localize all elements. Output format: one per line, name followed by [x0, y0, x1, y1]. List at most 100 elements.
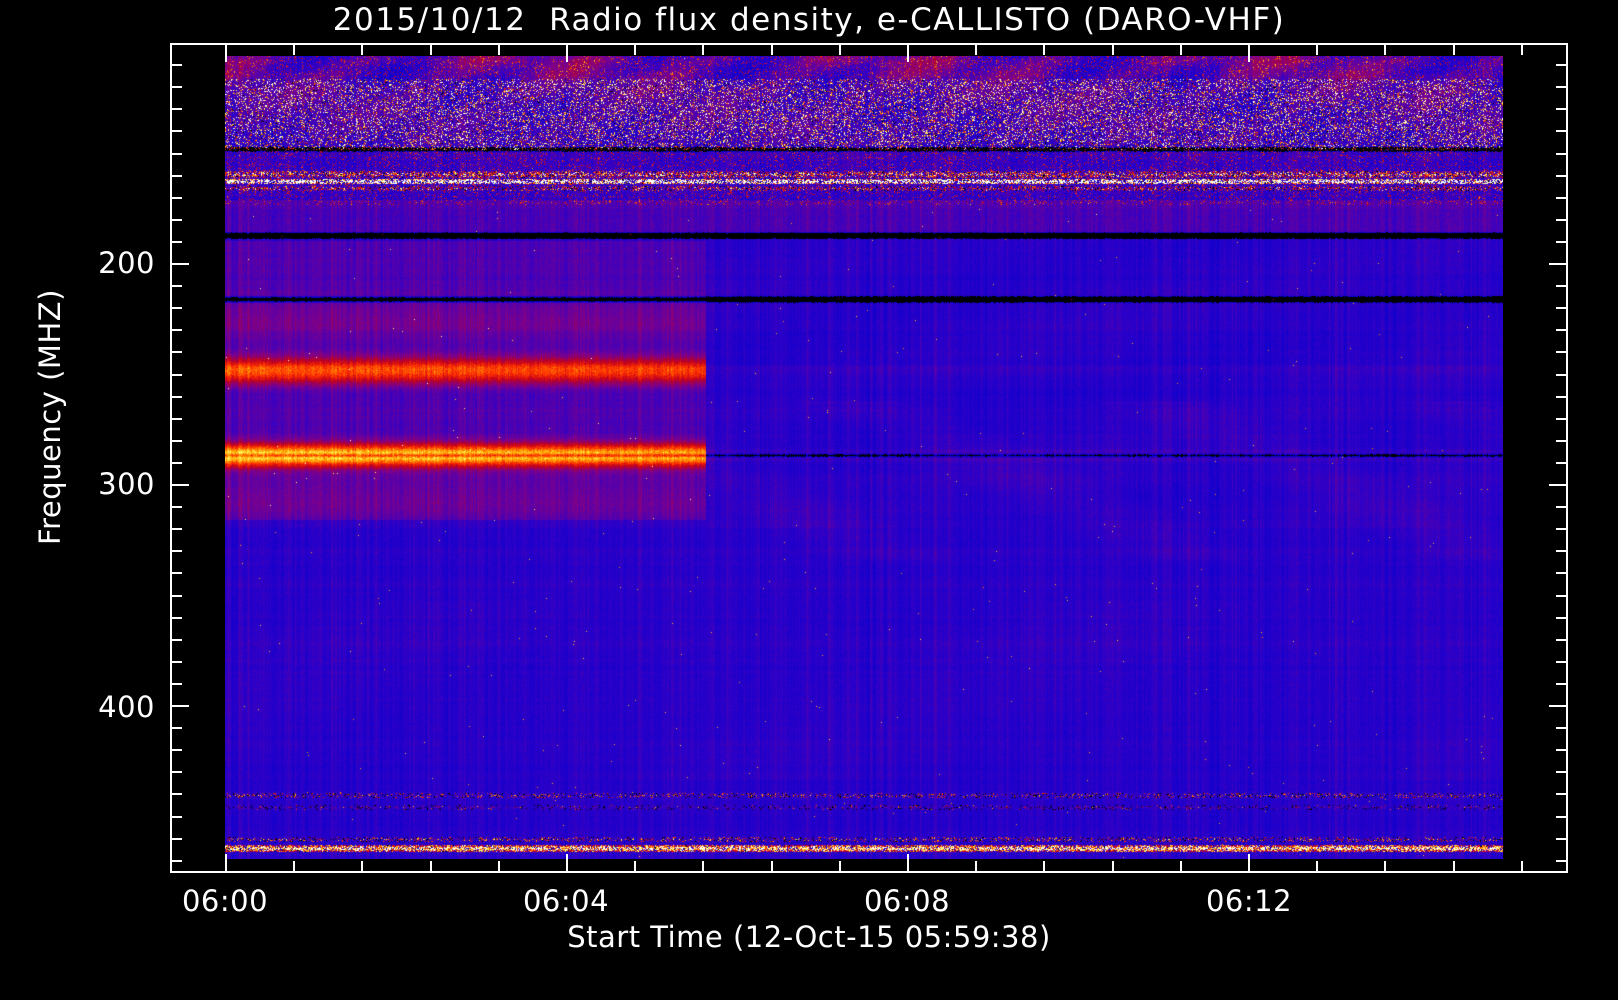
y-tick — [1556, 307, 1567, 309]
x-tick — [430, 44, 432, 55]
y-tick — [1556, 683, 1567, 685]
x-tick — [1453, 861, 1455, 872]
y-tick — [171, 64, 182, 66]
x-tick — [839, 44, 841, 55]
y-tick — [1556, 639, 1567, 641]
y-tick — [1556, 727, 1567, 729]
spectrogram-canvas — [225, 56, 1503, 859]
y-tick — [1556, 396, 1567, 398]
y-tick — [1556, 595, 1567, 597]
y-tick — [171, 153, 182, 155]
y-tick — [1556, 418, 1567, 420]
y-tick — [171, 771, 182, 773]
x-tick — [1043, 44, 1045, 55]
y-tick — [171, 374, 182, 376]
x-tick — [225, 854, 227, 872]
x-tick — [975, 861, 977, 872]
y-tick-label: 200 — [98, 246, 155, 280]
y-tick — [1556, 838, 1567, 840]
y-tick — [171, 263, 189, 265]
y-tick — [1556, 550, 1567, 552]
y-tick — [1556, 440, 1567, 442]
x-tick — [566, 44, 568, 62]
y-tick — [1556, 661, 1567, 663]
y-tick — [171, 396, 182, 398]
chart-title: 2015/10/12 Radio flux density, e-CALLIST… — [332, 2, 1286, 38]
y-tick — [1556, 374, 1567, 376]
y-tick — [171, 550, 182, 552]
x-tick-label: 06:12 — [1205, 884, 1293, 918]
x-tick — [634, 44, 636, 55]
y-tick — [171, 838, 182, 840]
x-tick — [1180, 44, 1182, 55]
y-tick-label: 300 — [98, 467, 155, 501]
x-tick — [361, 861, 363, 872]
x-tick-label: 06:08 — [863, 884, 951, 918]
x-tick — [907, 854, 909, 872]
y-tick — [1549, 484, 1567, 486]
x-tick — [1180, 861, 1182, 872]
x-tick — [1521, 44, 1523, 55]
x-tick — [771, 861, 773, 872]
y-tick — [1556, 175, 1567, 177]
x-tick — [1521, 861, 1523, 872]
y-tick — [171, 749, 182, 751]
y-tick — [171, 440, 182, 442]
y-tick — [1556, 329, 1567, 331]
y-tick — [171, 175, 182, 177]
y-tick — [171, 506, 182, 508]
x-tick — [293, 44, 295, 55]
x-tick — [907, 44, 909, 62]
y-tick — [1556, 506, 1567, 508]
y-tick — [171, 197, 182, 199]
y-tick — [1556, 64, 1567, 66]
y-tick — [171, 705, 189, 707]
y-tick — [171, 793, 182, 795]
y-tick — [1556, 219, 1567, 221]
x-tick — [498, 861, 500, 872]
x-tick — [839, 861, 841, 872]
x-tick — [702, 44, 704, 55]
x-tick-label: 06:00 — [181, 884, 269, 918]
y-tick — [171, 572, 182, 574]
x-tick — [1248, 854, 1250, 872]
x-tick — [430, 861, 432, 872]
y-tick — [1556, 771, 1567, 773]
x-tick — [361, 44, 363, 55]
y-tick — [171, 307, 182, 309]
y-tick — [1556, 153, 1567, 155]
x-tick — [1112, 861, 1114, 872]
y-tick — [171, 86, 182, 88]
y-tick-label: 400 — [98, 690, 155, 724]
x-tick — [1248, 44, 1250, 62]
y-tick — [171, 329, 182, 331]
y-tick — [171, 727, 182, 729]
y-tick — [1556, 749, 1567, 751]
y-tick — [171, 351, 182, 353]
y-tick — [171, 683, 182, 685]
y-tick — [171, 816, 182, 818]
y-tick — [1556, 572, 1567, 574]
y-tick — [171, 241, 182, 243]
x-tick-label: 06:04 — [522, 884, 610, 918]
y-tick — [1549, 263, 1567, 265]
y-tick — [171, 484, 189, 486]
y-tick — [1556, 816, 1567, 818]
y-tick — [171, 528, 182, 530]
y-tick — [1556, 462, 1567, 464]
y-tick — [171, 639, 182, 641]
x-tick — [1384, 861, 1386, 872]
y-tick — [171, 130, 182, 132]
x-tick — [1384, 44, 1386, 55]
y-tick — [1556, 108, 1567, 110]
y-tick — [171, 219, 182, 221]
y-tick — [1556, 617, 1567, 619]
x-tick — [566, 854, 568, 872]
x-tick — [1316, 44, 1318, 55]
y-tick — [1556, 528, 1567, 530]
y-tick — [1556, 241, 1567, 243]
y-tick — [171, 418, 182, 420]
y-tick — [171, 661, 182, 663]
y-tick — [171, 617, 182, 619]
